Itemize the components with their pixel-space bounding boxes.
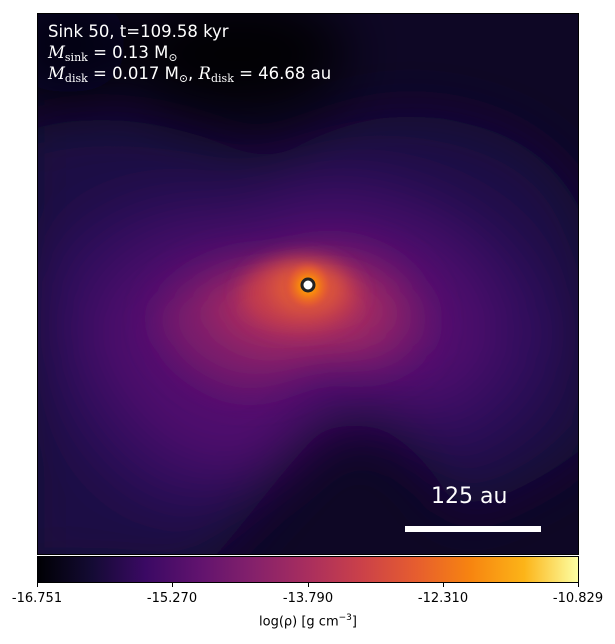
colorbar-tick-label: -10.829	[552, 591, 604, 606]
density-map	[38, 14, 578, 554]
density-map-panel: Sink 50, t=109.58 kyr Msink = 0.13 M⊙ Md…	[37, 13, 579, 555]
colorbar-tick	[308, 583, 309, 587]
colorbar-tick-label: -12.310	[417, 591, 469, 606]
scale-bar	[405, 526, 541, 532]
sink-mass-label: Msink = 0.13 M⊙	[48, 43, 178, 64]
sink-marker	[300, 277, 316, 293]
colorbar-tick	[443, 583, 444, 587]
scale-bar-label: 125 au	[431, 484, 508, 509]
colorbar-label: log(ρ) [g cm−3]	[259, 613, 357, 630]
colorbar	[37, 556, 579, 583]
colorbar-tick	[172, 583, 173, 587]
colorbar-tick-label: -15.270	[146, 591, 198, 606]
sink-time-label: Sink 50, t=109.58 kyr	[48, 22, 229, 41]
colorbar-tick-label: -16.751	[11, 591, 63, 606]
colorbar-tick	[578, 583, 579, 587]
colorbar-tick	[37, 583, 38, 587]
disk-properties-label: Mdisk = 0.017 M⊙, Rdisk = 46.68 au	[48, 64, 332, 85]
colorbar-tick-label: -13.790	[282, 591, 334, 606]
